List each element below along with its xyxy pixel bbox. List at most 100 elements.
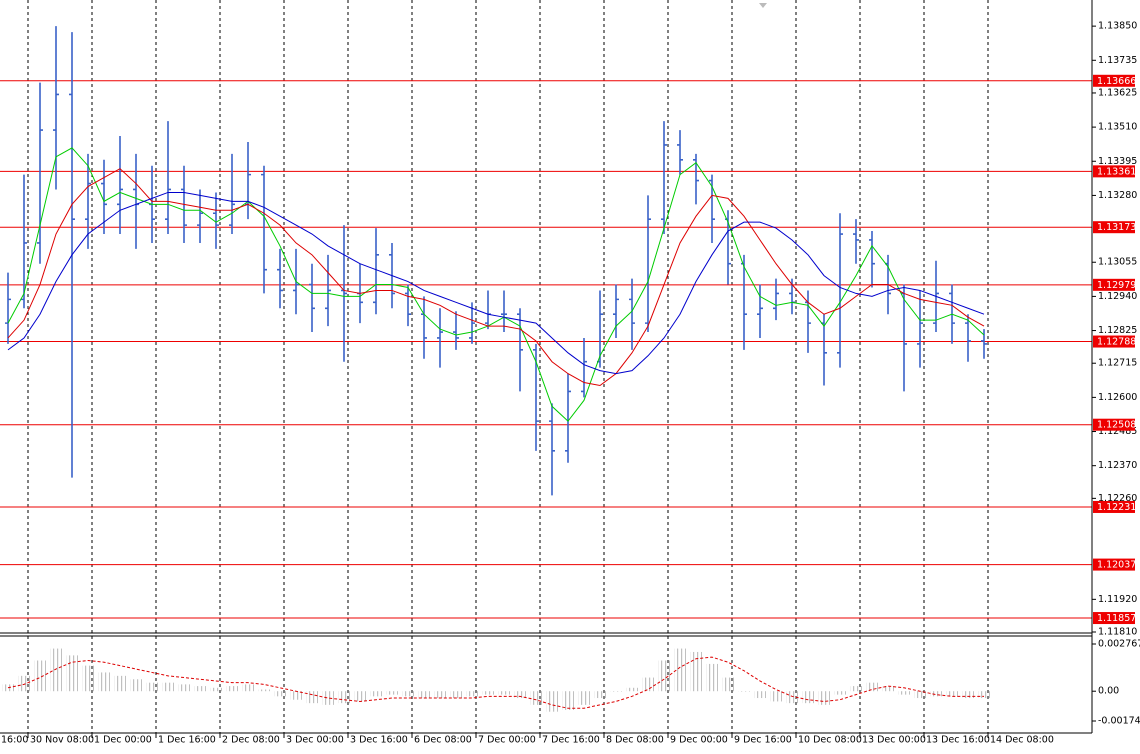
histogram-bar <box>626 687 638 692</box>
histogram-bar <box>594 691 606 699</box>
ohlc-bar <box>629 278 635 350</box>
x-tick-label: 14 Dec 08:00 <box>990 735 1054 746</box>
level-label: 1.12231 <box>1097 502 1136 513</box>
level-label-box <box>1093 221 1135 234</box>
level-label-box <box>1093 612 1135 625</box>
ohlc-bar <box>37 82 43 264</box>
histogram-bar <box>290 691 302 700</box>
level-label-box <box>1093 558 1135 571</box>
x-tick-label: 8 Dec 08:00 <box>606 735 664 746</box>
level-label: 1.13666 <box>1097 76 1136 87</box>
histogram-bar <box>818 691 830 705</box>
histogram-bar <box>450 691 462 699</box>
ohlc-bar <box>5 272 11 344</box>
level-label-box <box>1093 418 1135 431</box>
ohlc-bar <box>373 228 379 315</box>
x-tick-label: 10 Dec 08:00 <box>798 735 862 746</box>
histogram-bar <box>34 660 46 692</box>
histogram-bar <box>754 691 766 699</box>
ohlc-bar <box>85 153 91 249</box>
y-tick-label: 1.13735 <box>1098 55 1137 66</box>
y-tick-label: 0.00 <box>1098 686 1119 697</box>
moving-average <box>7 168 985 387</box>
histogram-bar <box>674 648 686 692</box>
histogram-bar <box>930 691 942 697</box>
histogram-bar <box>786 691 798 704</box>
histogram-bar <box>482 691 494 695</box>
ohlc-bar <box>853 219 859 264</box>
oscillator-panel <box>2 648 990 712</box>
ohlc-bar <box>869 231 875 288</box>
ohlc-bar <box>405 284 411 327</box>
ohlc-bar <box>453 311 459 350</box>
y-tick-label: 1.12370 <box>1098 460 1137 471</box>
histogram-bar <box>226 686 238 692</box>
y-tick-label: 1.12600 <box>1098 392 1137 403</box>
histogram-bar <box>578 691 590 705</box>
ohlc-bar <box>277 248 283 309</box>
ohlc-bar <box>437 308 443 368</box>
histogram-bar <box>770 691 782 702</box>
histogram-bar <box>706 663 718 692</box>
x-tick-label: 7 Dec 00:00 <box>478 735 536 746</box>
y-tick-label: 1.12825 <box>1098 325 1137 336</box>
histogram-bar <box>514 691 526 699</box>
labels: 16:00 30 Nov 08:00 1 Dec 00:00 1 Dec 16:00 2… <box>1 21 1140 746</box>
ohlc-bar <box>261 165 267 294</box>
x-tick-label: 13 Dec 16:00 <box>926 735 990 746</box>
histogram-bar <box>802 691 814 704</box>
x-tick-label: 13 Dec 00:00 <box>862 735 926 746</box>
level-label-box <box>1093 74 1135 87</box>
histogram-bar <box>962 691 974 699</box>
ohlc-bar <box>549 403 555 496</box>
y-tick-label: 1.13395 <box>1098 156 1137 167</box>
ohlc-bar <box>325 254 331 327</box>
histogram-bar <box>98 672 110 692</box>
ohlc-bar <box>773 278 779 321</box>
ohlc-bar <box>53 26 59 190</box>
histogram-bar <box>898 691 910 695</box>
main-panel <box>0 26 1092 619</box>
ohlc-bar <box>965 314 971 362</box>
level-label: 1.13361 <box>1097 166 1136 177</box>
histogram-bar <box>562 691 574 710</box>
histogram-bar <box>978 691 990 699</box>
histogram-bar <box>386 691 398 695</box>
level-label-box <box>1093 165 1135 178</box>
level-label: 1.12037 <box>1097 560 1136 571</box>
ohlc-bar <box>309 263 315 333</box>
histogram-bar <box>610 691 622 692</box>
histogram-bar <box>178 684 190 692</box>
x-tick-label: 1 Dec 16:00 <box>158 735 216 746</box>
x-tick-label: 9 Dec 00:00 <box>670 735 728 746</box>
histogram-bar <box>546 691 558 712</box>
level-label: 1.12788 <box>1097 337 1136 348</box>
x-tick-label: 7 Dec 16:00 <box>542 735 600 746</box>
ohlc-bar <box>469 302 475 344</box>
histogram-bar <box>146 682 158 692</box>
histogram-bar <box>466 691 478 697</box>
y-tick-label: -0.001746 <box>1098 715 1140 726</box>
histogram-bar <box>322 691 334 705</box>
histogram-bar <box>882 686 894 692</box>
histogram-bar <box>130 679 142 692</box>
histogram-bar <box>834 691 846 695</box>
histogram-bar <box>338 691 350 704</box>
y-tick-label: 1.12715 <box>1098 358 1137 369</box>
histogram-bar <box>82 665 94 692</box>
ohlc-bar <box>757 284 763 338</box>
ohlc-bar <box>501 290 507 333</box>
level-label: 1.11857 <box>1097 613 1136 624</box>
level-label-box <box>1093 278 1135 291</box>
x-tick-label: 2 Dec 08:00 <box>222 735 280 746</box>
histogram-bar <box>370 691 382 697</box>
ohlc-bar <box>581 337 587 398</box>
level-label-box <box>1093 335 1135 348</box>
ohlc-bar <box>117 136 123 235</box>
ohlc-bar <box>645 195 651 333</box>
axes <box>0 0 1093 734</box>
histogram-bar <box>50 648 62 692</box>
ohlc-bar <box>613 284 619 338</box>
y-tick-label: 1.12940 <box>1098 291 1137 302</box>
histogram-bar <box>274 691 286 697</box>
